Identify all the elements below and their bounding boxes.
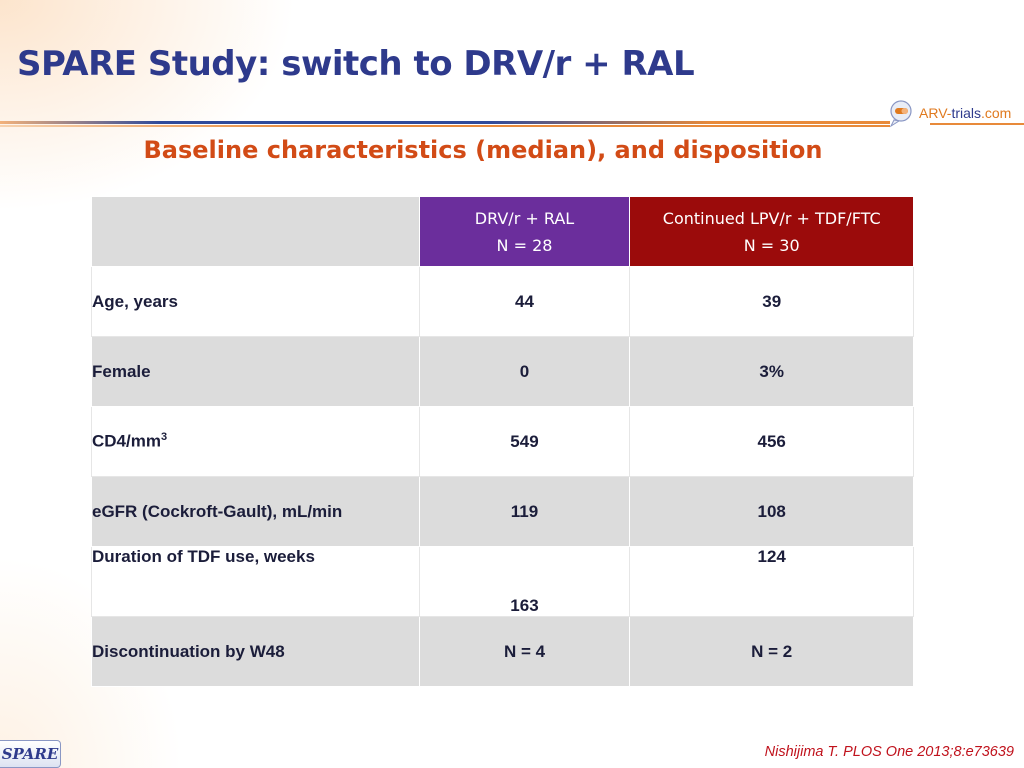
value-lpv-tdf-ftc: 108 (629, 476, 914, 547)
value-drv-ral: 549 (418, 406, 631, 477)
header-rule-orange (0, 125, 890, 127)
header-rule-blue (0, 121, 890, 124)
baseline-table: DRV/r + RAL N = 28 Continued LPV/r + TDF… (91, 196, 914, 687)
spare-study-badge: SPARE (0, 740, 61, 768)
row-label-superscript: 3 (160, 431, 168, 444)
header-drv-ral-n: N = 28 (496, 235, 553, 255)
value-drv-ral: 0 (418, 336, 631, 407)
table-row-cd4: CD4/mm3 549 456 (91, 406, 914, 477)
value-lpv-tdf-ftc: N = 2 (629, 616, 914, 687)
row-label: Female (91, 336, 420, 407)
pill-bubble-icon (888, 98, 918, 128)
header-blank-cell (91, 196, 420, 267)
row-label: Age, years (91, 266, 420, 337)
header-lpv-tdf-ftc-name: Continued LPV/r + TDF/FTC (662, 208, 881, 228)
row-label: CD4/mm3 (91, 406, 420, 477)
header-drv-ral: DRV/r + RAL N = 28 (418, 196, 631, 267)
value-drv-ral: 163 (418, 546, 631, 617)
table-row-egfr: eGFR (Cockroft-Gault), mL/min 119 108 (91, 476, 914, 547)
header-lpv-tdf-ftc-n: N = 30 (743, 235, 800, 255)
slide-subtitle: Baseline characteristics (median), and d… (143, 136, 823, 164)
row-label-text: CD4/mm (92, 431, 161, 451)
row-label: Discontinuation by W48 (91, 616, 420, 687)
header-rule-right (930, 123, 1024, 125)
logo-text: ARV-trials.com (919, 105, 1012, 121)
row-label: eGFR (Cockroft-Gault), mL/min (91, 476, 420, 547)
value-drv-ral: 119 (418, 476, 631, 547)
value-drv-ral: 44 (418, 266, 631, 337)
table-row-age: Age, years 44 39 (91, 266, 914, 337)
table-row-tdf-duration: Duration of TDF use, weeks 163 124 (91, 546, 914, 617)
table-row-discontinuation: Discontinuation by W48 N = 4 N = 2 (91, 616, 914, 687)
arv-trials-logo: ARV-trials.com (888, 98, 1016, 128)
table-row-female: Female 0 3% (91, 336, 914, 407)
table-header-row: DRV/r + RAL N = 28 Continued LPV/r + TDF… (91, 196, 914, 267)
value-lpv-tdf-ftc: 39 (629, 266, 914, 337)
value-drv-ral: N = 4 (418, 616, 631, 687)
value-lpv-tdf-ftc: 124 (629, 546, 914, 617)
row-label: Duration of TDF use, weeks (91, 546, 420, 617)
citation: Nishijima T. PLOS One 2013;8:e73639 (764, 744, 1014, 760)
header-lpv-tdf-ftc: Continued LPV/r + TDF/FTC N = 30 (629, 196, 914, 267)
slide-title: SPARE Study: switch to DRV/r + RAL (17, 44, 695, 84)
value-lpv-tdf-ftc: 3% (629, 336, 914, 407)
header-drv-ral-name: DRV/r + RAL (474, 208, 575, 228)
value-lpv-tdf-ftc: 456 (629, 406, 914, 477)
